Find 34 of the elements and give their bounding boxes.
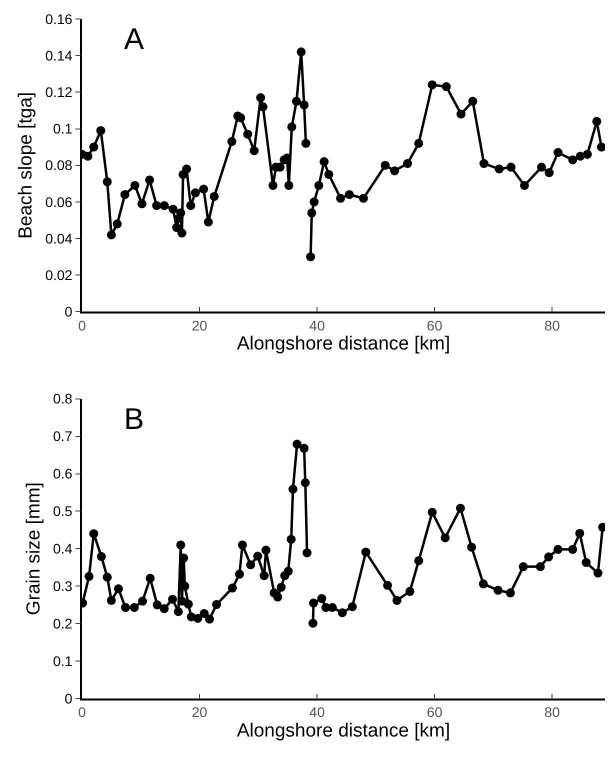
annotation: A [124, 23, 144, 56]
y-tick-label: 0.08 [45, 157, 73, 174]
y-tick-label: 0.8 [52, 390, 73, 407]
y-tick-label: 0.5 [52, 503, 73, 520]
y-tick-label: 0.1 [52, 120, 73, 137]
y-tick-label: 0.16 [45, 10, 73, 27]
x-tick-label: 80 [544, 317, 560, 334]
x-tick-label: 60 [426, 317, 443, 334]
x-tick-label: 60 [426, 704, 443, 720]
x-tick-label: 80 [544, 704, 560, 720]
x-tick-label: 0 [78, 704, 86, 720]
y-tick-label: 0.12 [45, 84, 73, 100]
x-tick-label: 20 [192, 704, 208, 720]
y-axis-title: Beach slope [tga] [16, 92, 37, 239]
x-axis-title: Alongshore distance [km] [236, 720, 450, 742]
x-tick-label: 40 [309, 317, 326, 334]
x-tick-label: 40 [309, 704, 326, 720]
y-tick-label: 0.3 [52, 578, 73, 594]
y-tick-label: 0.7 [52, 428, 73, 444]
y-tick-label: 0.14 [45, 47, 73, 64]
y-tick-label: 0 [64, 304, 73, 320]
y-tick-label: 0.02 [45, 267, 73, 284]
y-tick-label: 0.06 [45, 194, 73, 210]
y-axis-title: Grain size [mm] [23, 482, 44, 616]
x-tick-label: 20 [192, 317, 208, 334]
y-tick-label: 0 [64, 690, 73, 706]
y-tick-label: 0.6 [52, 466, 73, 482]
annotation: B [124, 403, 144, 436]
y-tick-label: 0.4 [52, 540, 73, 557]
x-tick-label: 0 [78, 317, 86, 334]
y-tick-label: 0.2 [52, 616, 73, 632]
x-axis-title: Alongshore distance [km] [236, 334, 450, 355]
y-tick-label: 0.04 [45, 230, 73, 246]
y-tick-label: 0.1 [52, 652, 73, 669]
